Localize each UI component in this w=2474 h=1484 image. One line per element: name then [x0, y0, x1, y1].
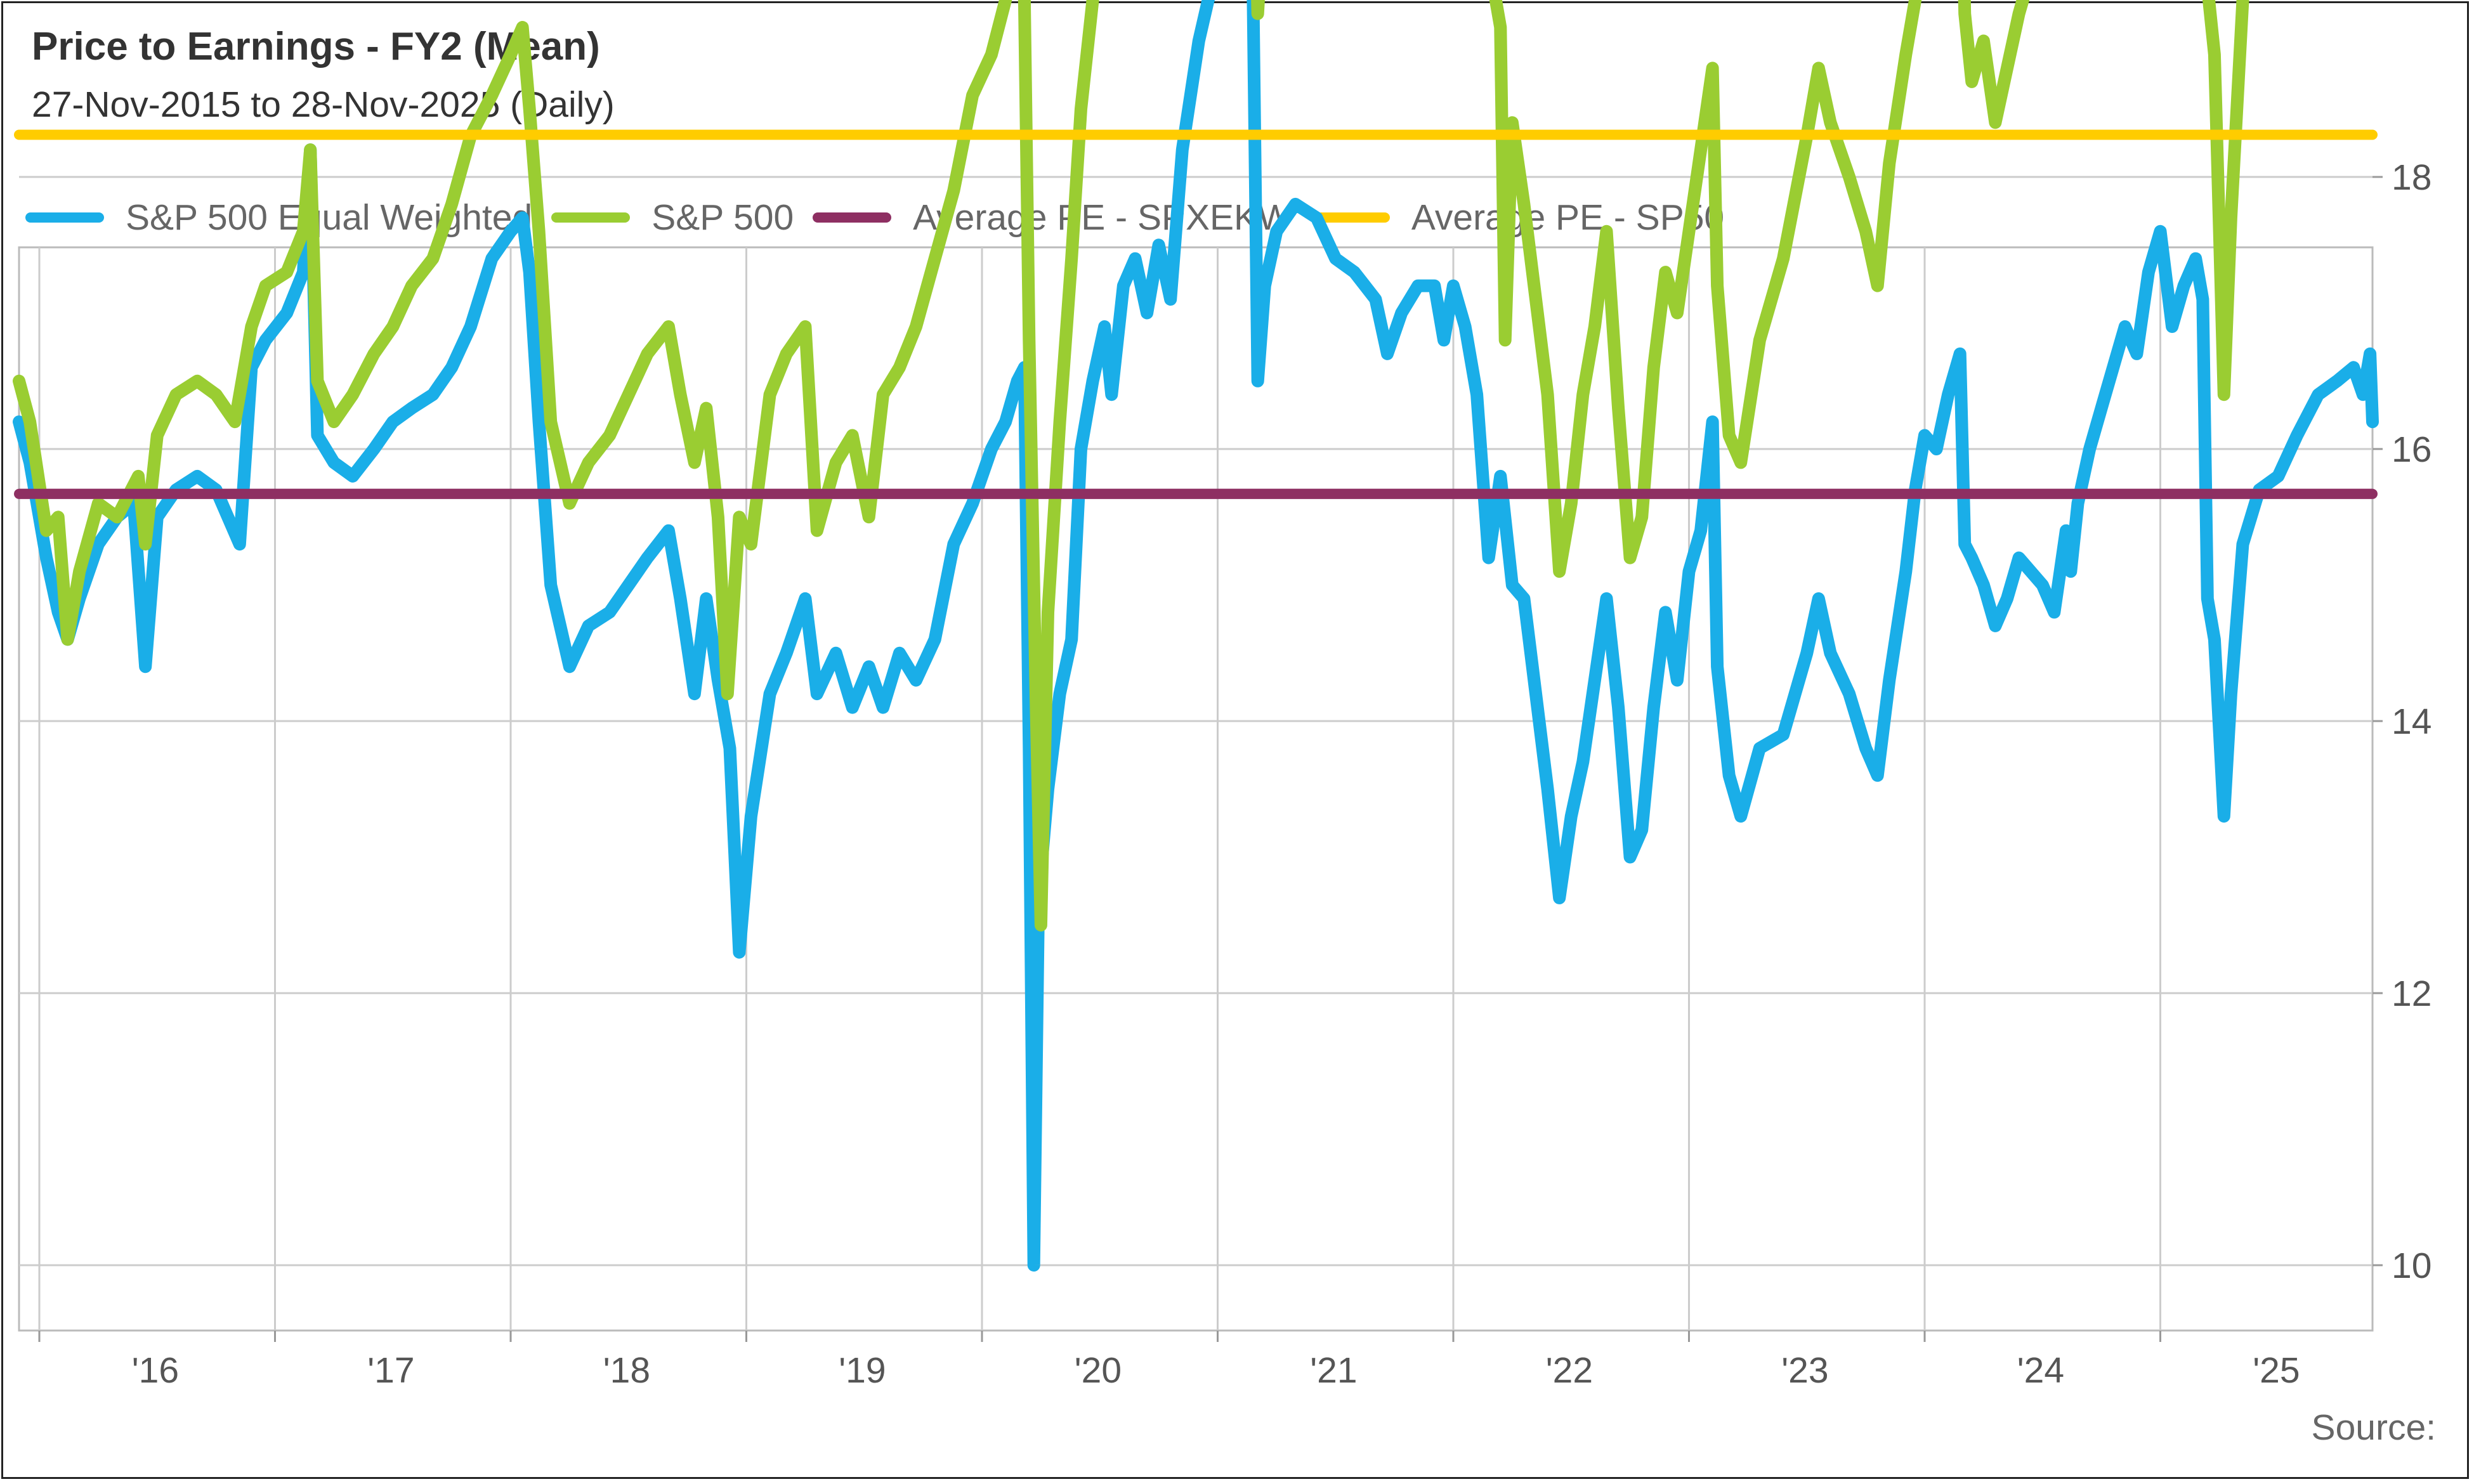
- legend-swatch-equal-weighted: [25, 212, 104, 223]
- source-label: Source:: [2311, 1407, 2436, 1448]
- x-tick-label-2: '18: [603, 1350, 650, 1391]
- y-tick-label-12: 12: [2392, 973, 2431, 1014]
- legend-label-average-spxekw: Average PE - SPXEKW: [913, 197, 1292, 238]
- x-tick-label-5: '21: [1310, 1350, 1357, 1391]
- x-tick-label-4: '20: [1075, 1350, 1122, 1391]
- legend-item-average-sp50[interactable]: Average PE - SP50: [1311, 197, 1724, 238]
- x-tick-label-6: '22: [1546, 1350, 1593, 1391]
- y-tick-label-14: 14: [2392, 701, 2431, 742]
- legend-item-sp500[interactable]: S&P 500: [551, 197, 794, 238]
- x-tick-label-7: '23: [1781, 1350, 1828, 1391]
- x-tick-label-1: '17: [367, 1350, 414, 1391]
- series-line-equal-weighted: [13, 0, 2379, 1272]
- legend-swatch-sp500: [551, 212, 631, 223]
- chart-legend: S&P 500 Equal Weighted S&P 500 Average P…: [25, 195, 1743, 240]
- legend-swatch-average-spxekw: [813, 212, 892, 223]
- chart-subtitle: 27-Nov-2015 to 28-Nov-2025 (Daily): [32, 84, 615, 125]
- legend-item-average-spxekw[interactable]: Average PE - SPXEKW: [813, 197, 1292, 238]
- x-tick-label-9: '25: [2253, 1350, 2300, 1391]
- legend-label-equal-weighted: S&P 500 Equal Weighted: [126, 197, 533, 238]
- y-tick-label-16: 16: [2392, 429, 2431, 470]
- series-line-sp500: [13, 0, 2249, 932]
- x-tick-label-0: '16: [132, 1350, 179, 1391]
- x-tick-label-8: '24: [2017, 1350, 2064, 1391]
- y-tick-label-18: 18: [2392, 157, 2431, 198]
- legend-label-average-sp50: Average PE - SP50: [1411, 197, 1725, 238]
- y-tick-label-10: 10: [2392, 1246, 2431, 1286]
- legend-label-sp500: S&P 500: [651, 197, 794, 238]
- legend-item-equal-weighted[interactable]: S&P 500 Equal Weighted: [25, 197, 532, 238]
- x-tick-label-3: '19: [839, 1350, 886, 1391]
- plot-area-border: [18, 246, 2374, 1332]
- legend-swatch-average-sp50: [1311, 212, 1390, 223]
